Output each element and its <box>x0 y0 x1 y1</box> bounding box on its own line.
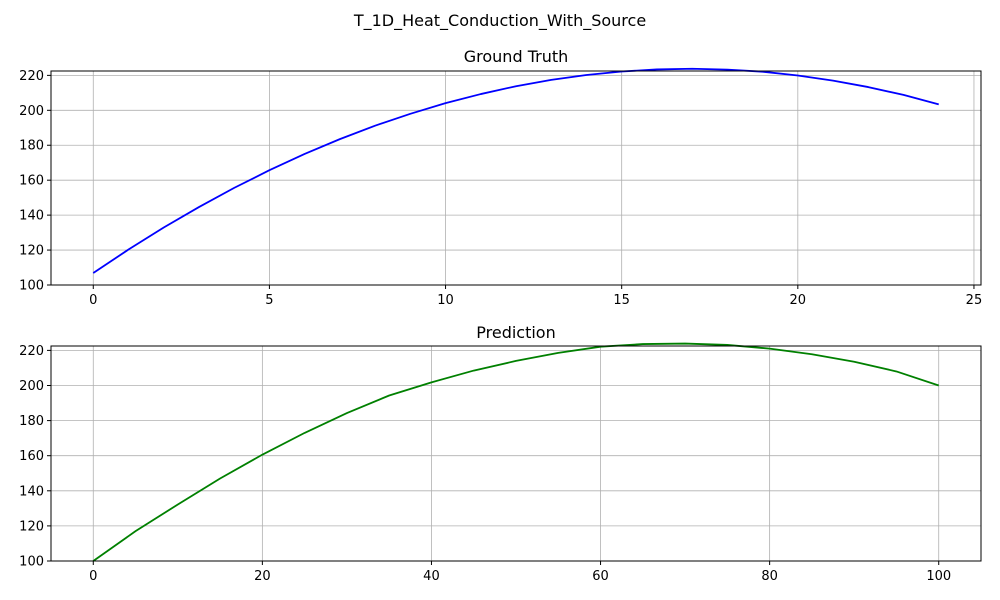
prediction-axes-frame <box>50 345 982 562</box>
figure-suptitle: T_1D_Heat_Conduction_With_Source <box>353 11 646 31</box>
prediction-x-tick-label: 20 <box>254 569 271 584</box>
ground-truth-x-tick-label: 10 <box>437 293 454 308</box>
prediction-x-tick-label: 40 <box>423 569 440 584</box>
prediction-series-line <box>92 342 940 562</box>
prediction-x-tick-label: 80 <box>761 569 778 584</box>
ground-truth-y-tick-label: 120 <box>19 244 44 259</box>
prediction-y-tick-label: 180 <box>19 414 44 429</box>
prediction-y-tick-label: 100 <box>19 555 44 570</box>
ground-truth-y-tick-label: 160 <box>19 174 44 189</box>
prediction-x-tick-label: 60 <box>592 569 609 584</box>
prediction-title: Prediction <box>476 323 555 342</box>
ground-truth-x-tick-label: 0 <box>89 293 97 308</box>
ground-truth-axes-frame <box>50 70 982 286</box>
ground-truth-y-tick-label: 140 <box>19 209 44 224</box>
ground-truth-title: Ground Truth <box>464 47 569 66</box>
ground-truth-x-tick-label: 15 <box>613 293 630 308</box>
subplot-ground-truth: Ground Truth 0 5 10 15 20 25 100 120 140 160 180 20… <box>19 47 982 308</box>
prediction-x-tick-label: 0 <box>89 569 97 584</box>
prediction-y-tick-label: 120 <box>19 519 44 534</box>
ground-truth-y-tick-label: 100 <box>19 279 44 294</box>
prediction-x-tick-label: 100 <box>926 569 951 584</box>
prediction-y-tick-label: 220 <box>19 344 44 359</box>
ground-truth-x-tick-label: 25 <box>966 293 983 308</box>
ground-truth-y-tick-label: 220 <box>19 69 44 84</box>
ground-truth-y-tick-label: 180 <box>19 139 44 154</box>
ground-truth-y-tick-label: 200 <box>19 104 44 119</box>
ground-truth-x-tick-label: 5 <box>265 293 273 308</box>
ground-truth-x-tick-label: 20 <box>790 293 807 308</box>
prediction-y-tick-label: 140 <box>19 484 44 499</box>
prediction-y-tick-label: 160 <box>19 449 44 464</box>
prediction-y-tick-label: 200 <box>19 379 44 394</box>
ground-truth-series-line <box>92 67 939 274</box>
subplot-prediction: Prediction 0 20 40 60 80 100 100 120 140 160 180 20… <box>19 323 982 584</box>
